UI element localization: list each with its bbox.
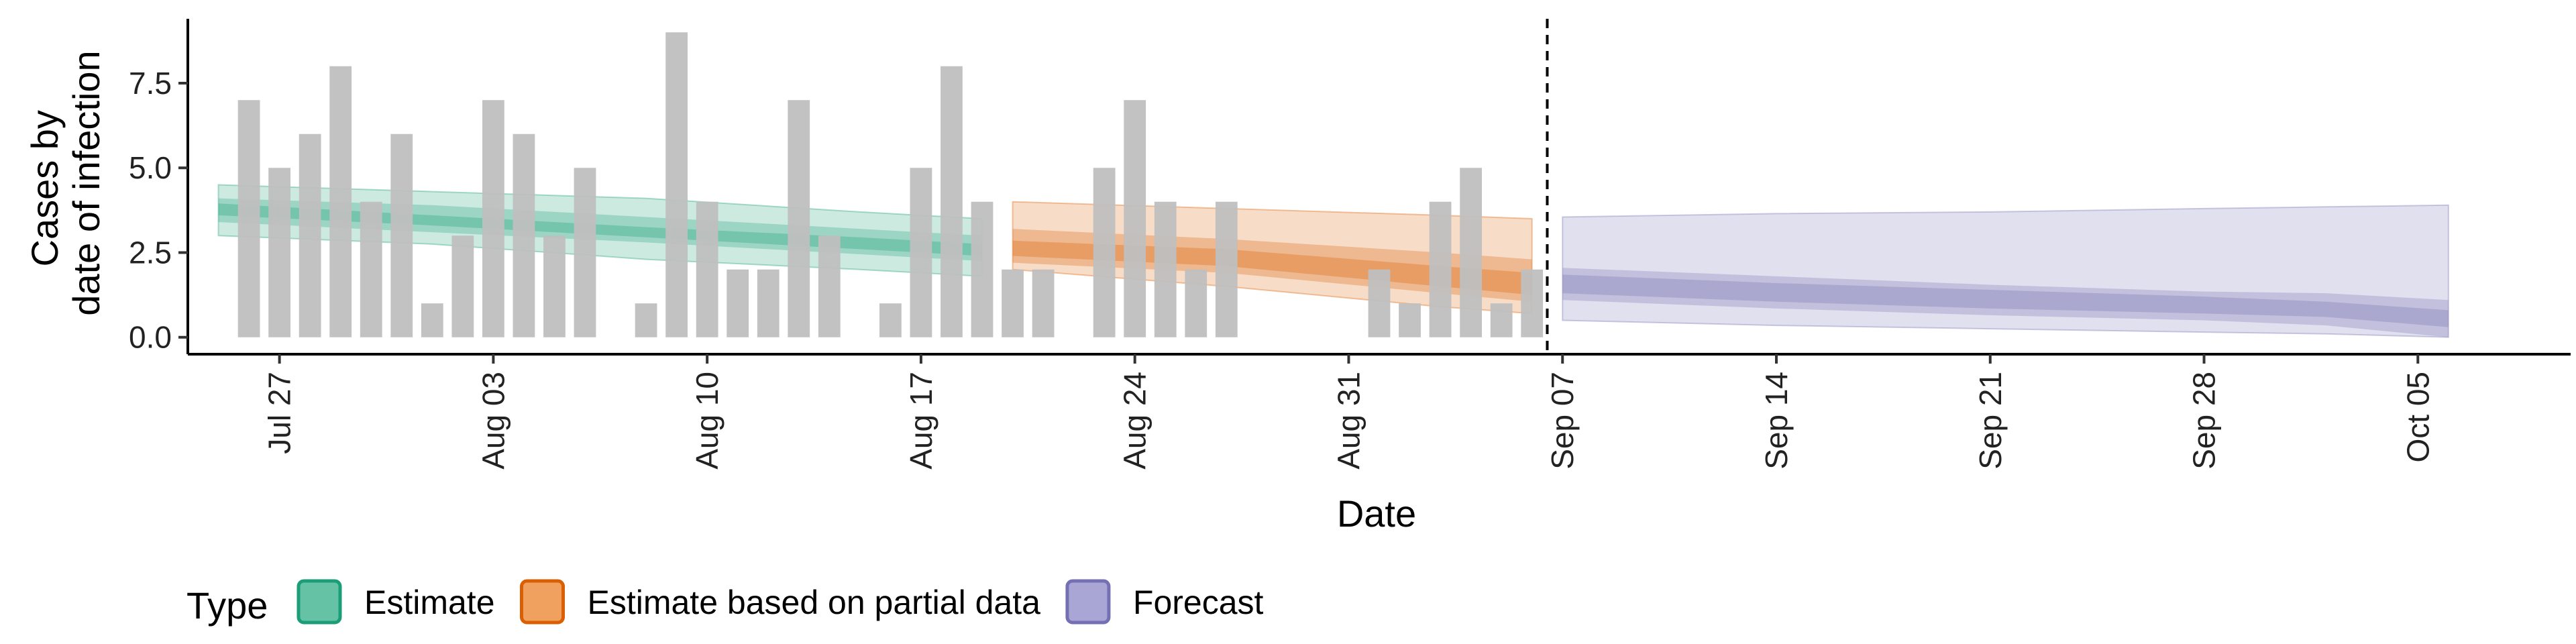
case-bar [1215,201,1238,337]
case-bar [1368,269,1391,337]
legend-key-1 [520,579,566,625]
y-axis-title-line-1: Cases by [23,110,66,266]
legend-key-0 [297,579,342,625]
case-bar [1460,168,1483,337]
case-bar [390,133,413,337]
y-axis-title-line-2: date of infection [65,50,107,315]
x-tick-label: Sep 07 [1545,372,1580,470]
case-bar [482,100,504,337]
case-bar [574,168,596,337]
y-tick-label: 2.5 [129,235,172,270]
case-bar [879,303,902,337]
band-90-2 [1562,204,2449,338]
axes: 0.0 2.5 5.0 7.5 Jul 27 Aug 03 Aug 10 Aug 17 Aug … [129,19,2571,470]
band-20-2 [1562,274,2449,327]
case-bar [237,100,260,337]
case-bar [1154,201,1177,337]
case-bar [1185,269,1208,337]
case-bar [635,303,657,337]
legend: Type Estimate Estimate based on partial d… [186,579,1264,627]
case-bar [1490,303,1513,337]
case-bar [513,133,535,337]
x-tick-label: Jul 27 [262,372,297,454]
case-bar [451,235,474,337]
case-bar [543,235,566,337]
band-50-2 [1562,268,2449,337]
case-bar [757,269,780,337]
x-tick-label: Sep 21 [1973,372,2008,470]
x-tick-label: Sep 14 [1759,372,1794,470]
x-tick-label: Aug 31 [1331,372,1366,470]
x-tick-label: Aug 24 [1118,372,1152,470]
legend-key-2 [1065,579,1111,625]
case-bar [818,235,841,337]
case-bar [1124,100,1146,337]
bars-layer [237,32,1544,337]
case-bar [1399,303,1421,337]
legend-title: Type [186,584,268,627]
case-bar [910,168,932,337]
x-tick-label: Sep 28 [2187,372,2222,470]
band-group-2 [1562,204,2449,338]
y-tick-label: 7.5 [129,66,172,101]
y-tick-label: 5.0 [129,150,172,185]
case-bar [1002,269,1024,337]
x-tick-label: Oct 05 [2400,372,2435,463]
x-tick-label: Aug 03 [476,372,511,470]
case-bar [1093,168,1116,337]
case-bar [268,168,291,337]
case-bar [329,66,352,337]
case-bar [941,66,963,337]
legend-label-2: Forecast [1133,584,1264,621]
case-bar [971,201,994,337]
case-bar [1429,201,1452,337]
case-bar [788,100,810,337]
band-group-1 [1012,201,1533,315]
legend-label-1: Estimate based on partial data [588,584,1041,621]
case-bar [360,201,382,337]
case-bar [421,303,443,337]
case-bar [665,32,688,337]
case-bar [1032,269,1055,337]
case-bar [727,269,749,337]
case-bar [696,201,718,337]
case-bar [1521,269,1544,337]
y-axis-title: Cases by date of infection [23,50,107,315]
y-tick-label: 0.0 [129,320,172,355]
case-bar [299,133,321,337]
x-tick-label: Aug 17 [904,372,938,470]
legend-label-0: Estimate [364,584,495,621]
x-tick-label: Aug 10 [690,372,724,470]
x-axis-title: Date [1337,492,1416,535]
